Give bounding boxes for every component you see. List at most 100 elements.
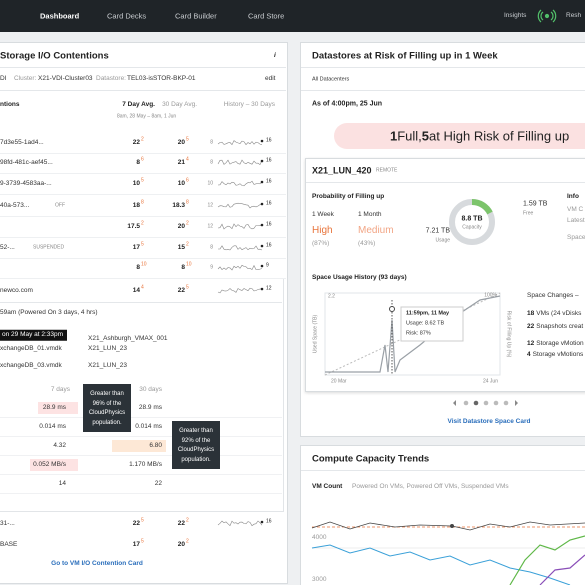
avg-7-delta: 5 xyxy=(141,517,144,524)
column-header: History – 30 Days xyxy=(223,100,275,108)
vmdk-name: xchangeDB_01.vmdk xyxy=(0,344,62,352)
sparkline xyxy=(217,180,263,187)
nav-bar xyxy=(0,0,585,32)
axis-tick: 2.2 xyxy=(328,293,335,300)
breadcrumb: Datastore: xyxy=(96,74,126,82)
avg-30-delta: 10 xyxy=(186,261,192,268)
card-link[interactable]: Visit Datastore Space Card xyxy=(447,417,531,425)
avg-7-day: 8 xyxy=(136,263,140,271)
axis-tick: 24 Jun xyxy=(482,378,498,385)
card-title: Datastores at Risk of Filling up in 1 We… xyxy=(312,50,498,62)
nav-user[interactable]: Resh xyxy=(566,11,582,19)
change-count: 22 xyxy=(527,322,535,330)
sparkline xyxy=(217,223,263,230)
card-link[interactable]: Go to VM I/O Contention Card xyxy=(51,559,143,567)
vm-name[interactable]: 98fd-481c-aef45... xyxy=(0,158,53,166)
avg-7-delta: 10 xyxy=(141,261,147,268)
popup-text: population. xyxy=(92,419,122,426)
card-title: Compute Capacity Trends xyxy=(312,453,430,465)
vm-name[interactable]: 40a-573... xyxy=(0,201,30,209)
y-tick-label: 3000 xyxy=(312,575,327,583)
vm-status: OFF xyxy=(55,202,65,209)
section-title: Space Changes – xyxy=(527,291,579,299)
metric-header: 30 days xyxy=(139,385,162,393)
vm-name[interactable]: 7d3e55-1ad4... xyxy=(0,138,44,146)
avg-7-day: 10 xyxy=(132,179,140,187)
banner-text: at High Risk of Filling up xyxy=(429,128,570,144)
spark-start: 12 xyxy=(207,223,213,230)
donut xyxy=(449,198,495,245)
breadcrumb: Cluster: xyxy=(14,74,37,82)
y-tick-label: 4000 xyxy=(312,533,327,541)
spark-end: 16 xyxy=(266,178,272,185)
avg-30-day: 22 xyxy=(177,286,185,294)
chart-tooltip: 11:59pm, 11 May xyxy=(406,310,450,317)
banner-text: 1 xyxy=(390,128,398,144)
nav-item[interactable]: Dashboard xyxy=(40,11,80,21)
change-count: 4 xyxy=(527,350,531,358)
info-text: Info xyxy=(567,192,579,200)
used-space: 7.21 TB xyxy=(425,227,450,235)
avg-30-delta: 5 xyxy=(186,136,189,143)
avg-30-delta: 2 xyxy=(186,538,189,545)
pager xyxy=(453,400,518,406)
avg-7-delta: 4 xyxy=(141,284,144,291)
cell-highlight xyxy=(112,440,166,452)
popup-text: CloudPhysics xyxy=(88,410,126,416)
spark-dot xyxy=(260,202,264,206)
avg-30-delta: 2 xyxy=(186,241,189,248)
column-header: 30 Day Avg. xyxy=(162,100,197,108)
vm-name[interactable]: 9-3739-4583aa-... xyxy=(0,179,52,187)
axis-tick: 20 Mar xyxy=(331,378,347,385)
info-text: VM C xyxy=(567,205,584,213)
metric-header: 7 days xyxy=(50,385,70,393)
datastore-tag: REMOTE xyxy=(376,167,398,174)
sparkline xyxy=(217,140,263,146)
signal-icon xyxy=(537,9,557,23)
capacity: 8.8 TB xyxy=(461,215,483,223)
spark-dot xyxy=(260,139,264,143)
nav-item[interactable]: Card Builder xyxy=(175,11,217,21)
popup-text: population. xyxy=(181,456,211,463)
change-text: Storage vMotions xyxy=(532,350,584,358)
section-title: Probability of Filling up xyxy=(312,192,385,200)
metric-30-day: 1.170 MB/s xyxy=(129,460,162,468)
popup-text: CloudPhysics xyxy=(177,447,215,453)
edit-link[interactable]: edit xyxy=(265,74,276,82)
change-text: Storage vMotion xyxy=(536,339,584,347)
nav-item[interactable]: Card Store xyxy=(248,11,285,21)
spark-start: 10 xyxy=(207,180,213,187)
spark-start: 8 xyxy=(210,159,213,166)
avg-7-day: 14 xyxy=(132,286,140,294)
vm-name[interactable]: 31-... xyxy=(0,519,15,527)
scope-filter[interactable]: All Datacenters xyxy=(312,76,350,83)
avg-30-day: 8 xyxy=(181,263,185,271)
avg-7-day: 8 xyxy=(136,158,140,166)
capacity-label: Capacity xyxy=(462,224,482,231)
vmdk-name: xchangeDB_03.vmdk xyxy=(0,361,62,369)
metric-7-day: 0.014 ms xyxy=(39,422,66,430)
datastore-name: X21_LUN_23 xyxy=(88,344,128,352)
avg-30-delta: 2 xyxy=(186,220,189,227)
risk-level: Medium xyxy=(358,225,394,236)
datastore-name: X21_Ashburgh_VMAX_001 xyxy=(88,334,168,342)
vm-name[interactable]: BASE xyxy=(0,540,18,548)
avg-7-day: 17.5 xyxy=(127,222,140,230)
vm-name[interactable]: 52-... xyxy=(0,243,15,251)
avg-7-delta: 2 xyxy=(141,136,144,143)
popup-text: Greater than xyxy=(179,428,213,434)
nav-insights[interactable]: Insights xyxy=(504,11,527,19)
metric-7-day: 14 xyxy=(58,479,66,487)
vm-name[interactable]: newco.com xyxy=(0,286,33,294)
spark-dot xyxy=(260,264,264,268)
percentile-popup xyxy=(172,421,220,469)
avg-7-delta: 5 xyxy=(141,538,144,545)
spark-end: 9 xyxy=(266,262,269,269)
spark-end: 16 xyxy=(266,200,272,207)
avg-7-day: 17 xyxy=(132,243,140,251)
nav-item[interactable]: Card Decks xyxy=(107,11,147,21)
trend-chart xyxy=(311,521,585,585)
info-icon[interactable]: i xyxy=(274,51,276,59)
spark-start: 12 xyxy=(207,202,213,209)
legend: Powered On VMs, Powered Off VMs, Suspend… xyxy=(352,482,509,490)
